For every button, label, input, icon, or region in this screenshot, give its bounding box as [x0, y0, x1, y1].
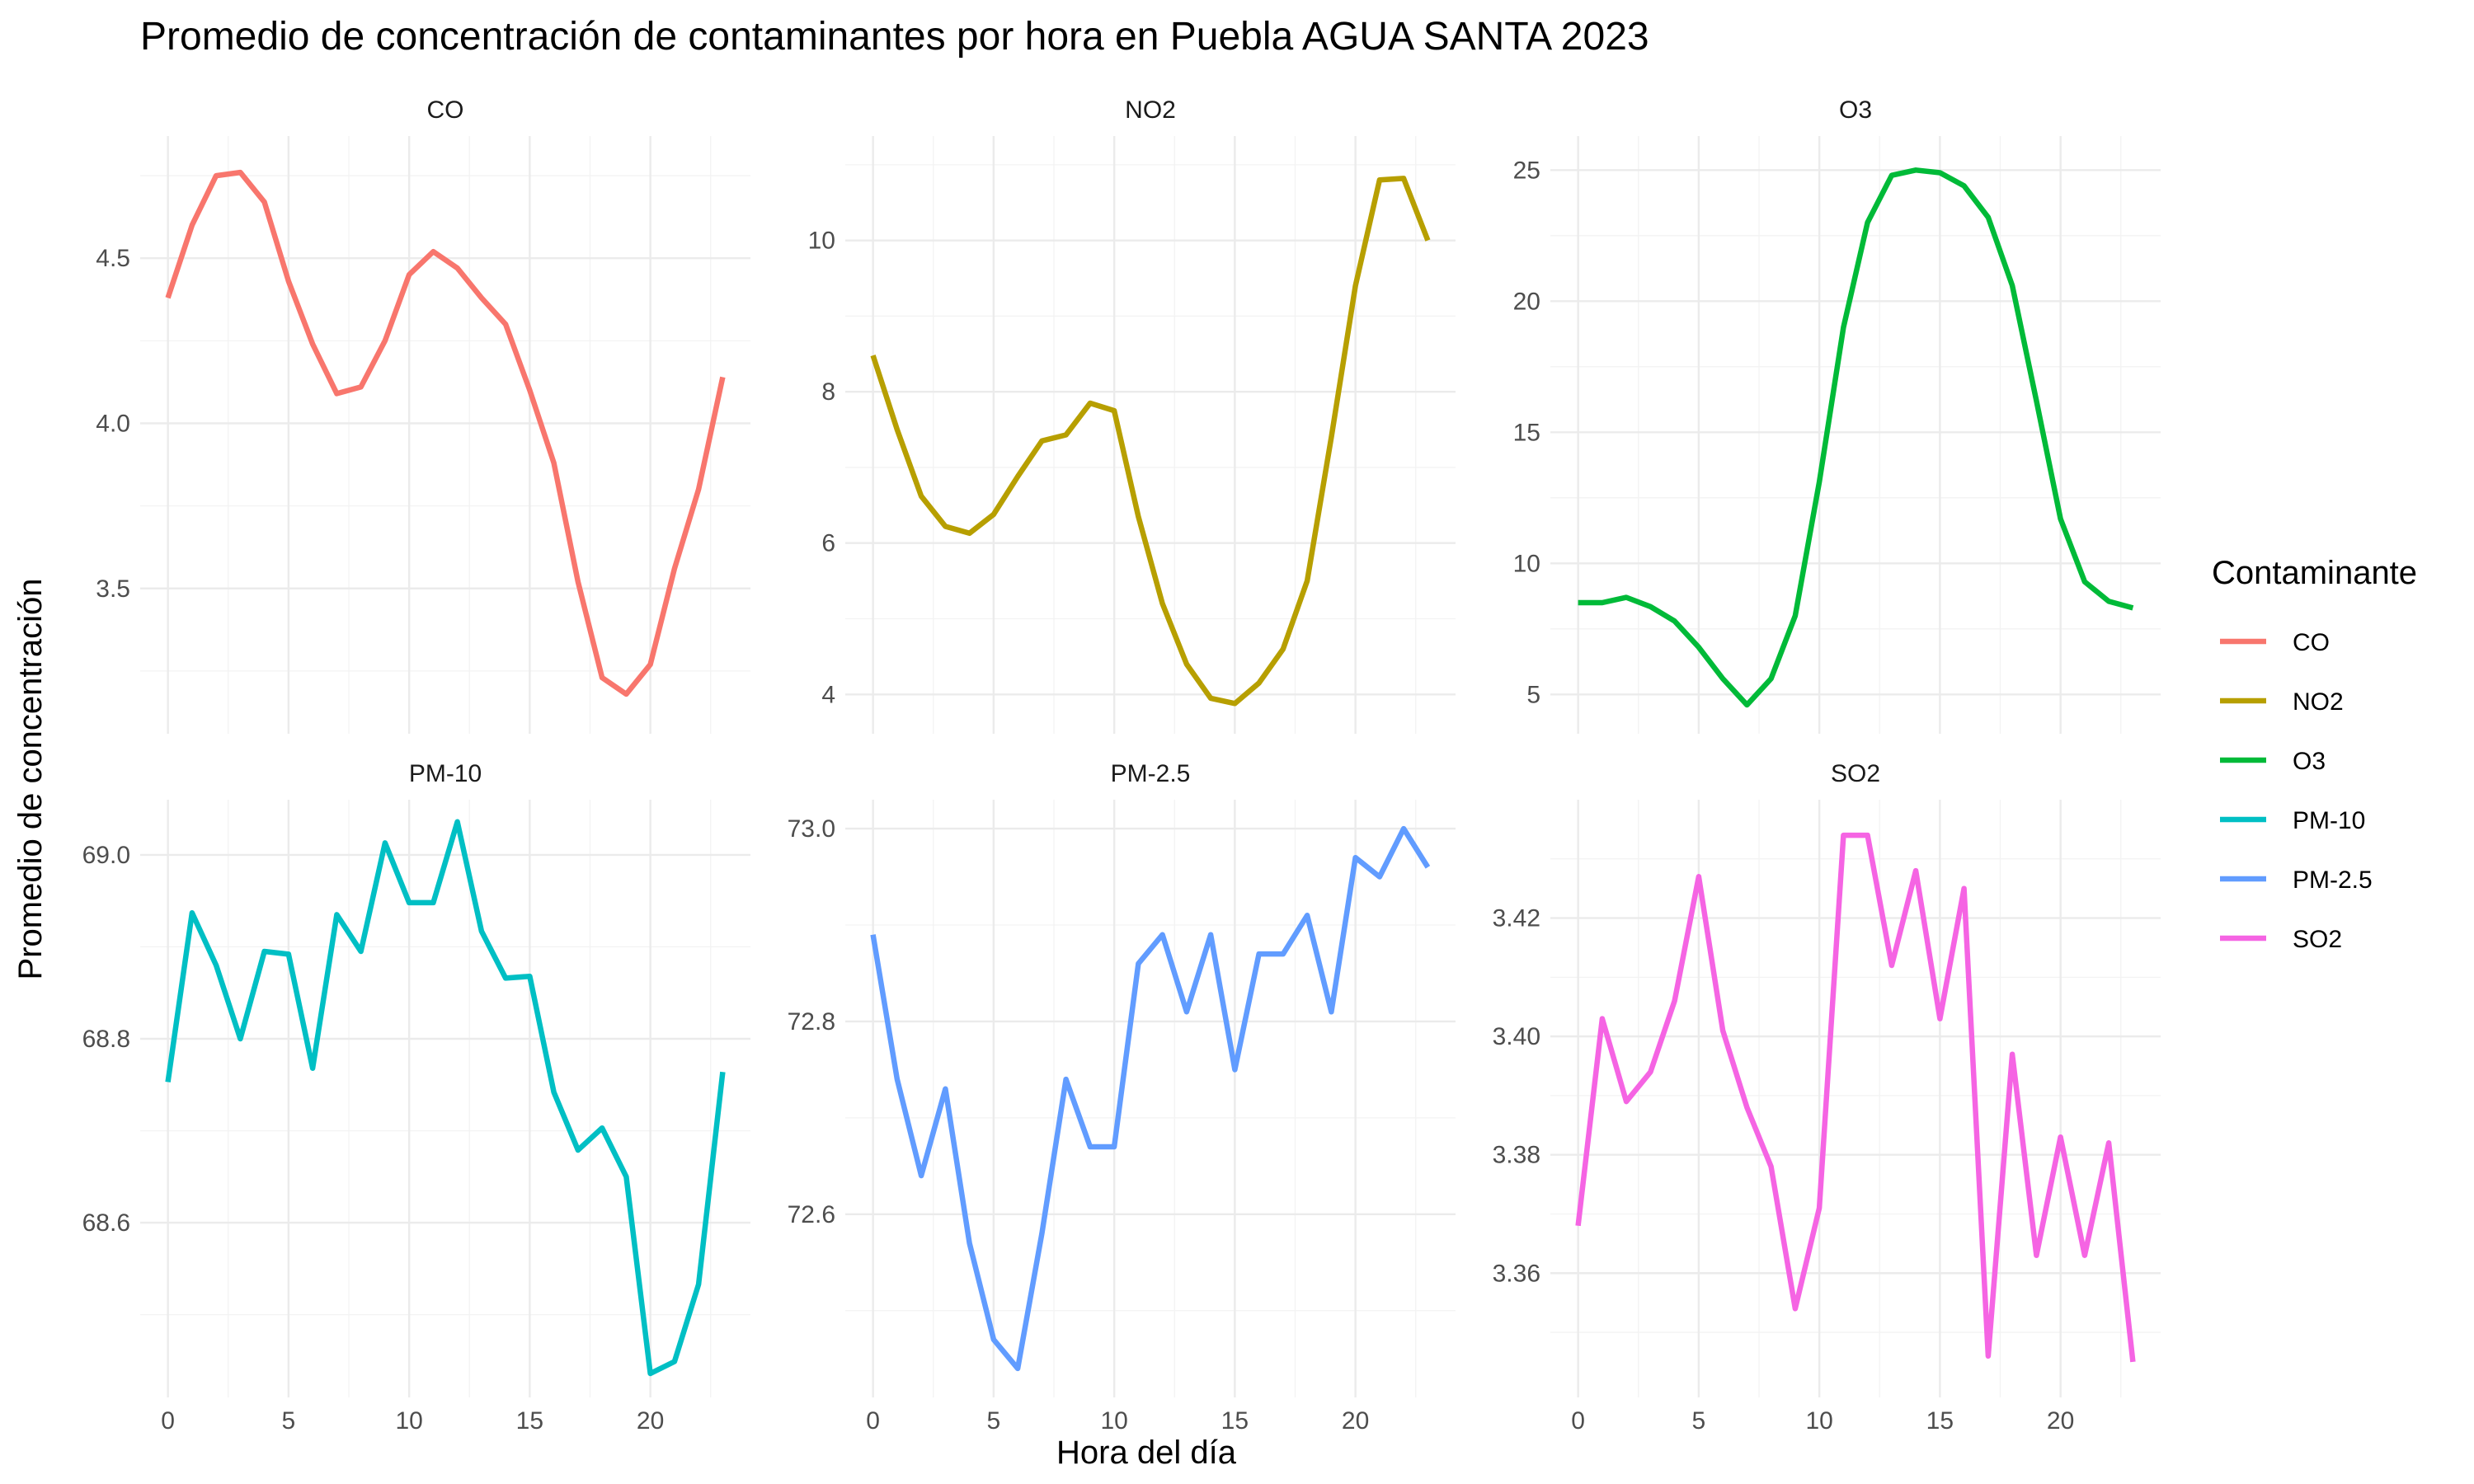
- legend-label: NO2: [2293, 688, 2344, 716]
- panel-so2: 0 5 10 15 20 3.36 3.38 3.40 3.42 SO2: [1493, 760, 2161, 1435]
- y-tick-label: 68.8: [82, 1026, 130, 1053]
- y-tick-label: 72.6: [788, 1201, 835, 1228]
- x-tick-label: 20: [637, 1407, 664, 1435]
- y-tick-label: 68.6: [82, 1209, 130, 1237]
- legend: Contaminante CO NO2 O3 PM-10 PM-2.5 SO2: [2212, 555, 2417, 953]
- y-tick-label: 69.0: [82, 842, 130, 869]
- y-tick-label: 5: [1526, 681, 1540, 708]
- y-tick-label: 3.5: [96, 575, 130, 603]
- facet-strip-label: PM-2.5: [1111, 760, 1191, 787]
- legend-title: Contaminante: [2212, 555, 2417, 591]
- y-tick-label: 10: [808, 228, 835, 255]
- y-tick-label: 3.42: [1493, 905, 1540, 932]
- series-line-o3: [1578, 167, 2134, 708]
- series-line-no2: [870, 176, 1431, 707]
- x-tick-label: 10: [1100, 1407, 1127, 1435]
- x-tick-label: 15: [516, 1407, 543, 1435]
- y-axis-title: Promedio de concentración: [12, 579, 49, 980]
- facet-strip-label: CO: [427, 96, 464, 124]
- y-tick-label: 4.5: [96, 245, 130, 272]
- legend-label: CO: [2293, 629, 2330, 656]
- series-line-pm-2-5: [870, 825, 1431, 1372]
- legend-label: O3: [2293, 748, 2326, 775]
- y-tick-label: 3.38: [1493, 1142, 1540, 1169]
- series-line-co: [165, 169, 726, 697]
- chart-title: Promedio de concentración de contaminant…: [140, 15, 1649, 59]
- x-tick-label: 15: [1926, 1407, 1954, 1435]
- x-tick-label: 5: [987, 1407, 1001, 1435]
- x-tick-label: 0: [161, 1407, 175, 1435]
- y-tick-label: 4.0: [96, 410, 130, 437]
- series-line-pm-10: [165, 819, 726, 1377]
- legend-label: SO2: [2293, 926, 2342, 953]
- x-axis-title: Hora del día: [1056, 1435, 1237, 1471]
- y-tick-label: 10: [1513, 550, 1540, 577]
- x-tick-label: 0: [1571, 1407, 1585, 1435]
- facet-strip-label: PM-10: [409, 760, 482, 787]
- facet-strip-label: O3: [1839, 96, 1872, 124]
- legend-label: PM-10: [2293, 807, 2365, 834]
- legend-label: PM-2.5: [2293, 866, 2373, 894]
- facet-panels: 3.5 4.0 4.5 CO 4 6 8 10 NO2 5 10 15 20 25 O3 0 5 10 15 20 68…: [82, 96, 2161, 1435]
- y-tick-label: 3.40: [1493, 1023, 1540, 1050]
- panel-no2: 4 6 8 10 NO2: [808, 96, 1456, 734]
- x-tick-label: 10: [1805, 1407, 1832, 1435]
- y-tick-label: 3.36: [1493, 1260, 1540, 1287]
- legend-entries: CO NO2 O3 PM-10 PM-2.5 SO2: [2220, 629, 2373, 953]
- facet-strip-label: SO2: [1831, 760, 1880, 787]
- y-tick-label: 72.8: [788, 1008, 835, 1036]
- x-tick-label: 20: [1342, 1407, 1369, 1435]
- x-tick-label: 0: [866, 1407, 880, 1435]
- y-tick-label: 73.0: [788, 815, 835, 843]
- y-tick-label: 20: [1513, 288, 1540, 315]
- y-tick-label: 6: [821, 530, 835, 557]
- x-tick-label: 20: [2047, 1407, 2074, 1435]
- panel-o3: 5 10 15 20 25 O3: [1513, 96, 2161, 734]
- x-tick-label: 5: [1692, 1407, 1706, 1435]
- x-tick-label: 5: [282, 1407, 296, 1435]
- facet-strip-label: NO2: [1125, 96, 1176, 124]
- y-tick-label: 8: [821, 378, 835, 406]
- panel-co: 3.5 4.0 4.5 CO: [96, 96, 750, 734]
- y-tick-label: 15: [1513, 419, 1540, 446]
- x-tick-label: 10: [395, 1407, 422, 1435]
- series-line-so2: [1575, 832, 2136, 1363]
- x-tick-label: 15: [1221, 1407, 1249, 1435]
- y-tick-label: 25: [1513, 157, 1540, 184]
- y-tick-label: 4: [821, 681, 835, 708]
- panel-pm-10: 0 5 10 15 20 68.6 68.8 69.0 PM-10: [82, 760, 750, 1435]
- panel-pm-2-5: 0 5 10 15 20 72.6 72.8 73.0 PM-2.5: [788, 760, 1456, 1435]
